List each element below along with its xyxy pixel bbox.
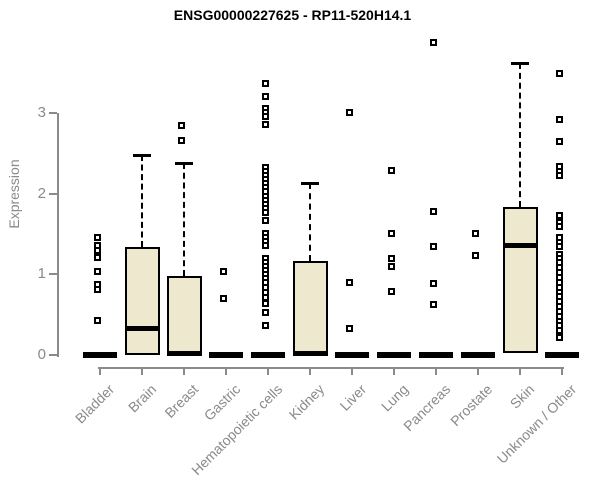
y-tick-label: 2: [37, 184, 46, 202]
collapsed-box-bar: [461, 352, 495, 358]
outlier-point: [387, 230, 395, 238]
x-tick-mark: [309, 367, 311, 375]
box-rect: [124, 246, 160, 355]
collapsed-box-bar: [545, 352, 579, 358]
collapsed-box-bar: [419, 352, 453, 358]
whisker-cap: [511, 61, 529, 65]
x-tick-mark: [267, 367, 269, 375]
outlier-point: [261, 216, 269, 224]
outlier-point: [555, 223, 563, 231]
y-tick-mark: [49, 111, 57, 114]
box-rect: [502, 207, 538, 354]
whisker-line: [183, 162, 185, 276]
outlier-point: [261, 308, 269, 316]
collapsed-box-bar: [83, 352, 117, 358]
outlier-point: [219, 267, 227, 275]
whisker-line: [309, 183, 311, 262]
y-tick-label: 1: [37, 265, 46, 283]
outlier-point: [387, 255, 395, 263]
outlier-point: [345, 324, 353, 332]
outlier-point: [555, 138, 563, 146]
outlier-point: [555, 171, 563, 179]
collapsed-box-bar: [209, 352, 243, 358]
outlier-point: [555, 115, 563, 123]
outlier-point: [429, 207, 437, 215]
outlier-point: [555, 69, 563, 77]
outlier-point: [261, 93, 269, 101]
outlier-point: [429, 300, 437, 308]
outlier-point: [429, 39, 437, 47]
collapsed-box-bar: [335, 352, 369, 358]
median-bar: [292, 350, 328, 356]
x-tick-mark: [435, 367, 437, 375]
outlier-point: [387, 287, 395, 295]
y-tick-mark: [49, 273, 57, 276]
outlier-point: [261, 299, 269, 307]
outlier-point: [261, 241, 269, 249]
y-axis-line: [57, 112, 59, 357]
outlier-point: [429, 242, 437, 250]
outlier-point: [429, 279, 437, 287]
outlier-point: [93, 316, 101, 324]
x-tick-mark: [183, 367, 185, 375]
whisker-line: [519, 62, 521, 208]
chart-title: ENSG00000227625 - RP11-520H14.1: [173, 7, 412, 23]
box-rect: [166, 275, 202, 355]
x-tick-mark: [519, 367, 521, 375]
outlier-point: [93, 246, 101, 254]
x-tick-mark: [561, 367, 563, 375]
outlier-point: [387, 262, 395, 270]
outlier-point: [219, 295, 227, 302]
outlier-point: [261, 208, 269, 216]
y-tick-mark: [49, 354, 57, 356]
outlier-point: [555, 211, 563, 219]
outlier-point: [261, 113, 269, 121]
outlier-point: [93, 268, 101, 276]
y-tick-label: 0: [37, 346, 46, 363]
median-bar: [502, 242, 538, 248]
outlier-point: [93, 286, 101, 294]
outlier-point: [261, 79, 269, 87]
x-tick-mark: [477, 367, 479, 375]
collapsed-box-bar: [377, 352, 411, 358]
collapsed-box-bar: [251, 352, 285, 358]
whisker-cap: [175, 161, 193, 165]
outlier-point: [555, 333, 563, 341]
y-tick-label: 3: [37, 103, 46, 121]
outlier-point: [555, 243, 563, 251]
outlier-point: [387, 166, 395, 174]
box-rect: [292, 261, 328, 355]
whisker-cap: [133, 153, 151, 157]
whisker-cap: [301, 182, 319, 186]
outlier-point: [93, 234, 101, 242]
x-tick-mark: [141, 367, 143, 375]
x-tick-mark: [99, 367, 101, 375]
outlier-point: [471, 252, 479, 260]
outlier-point: [261, 321, 269, 329]
x-tick-mark: [351, 367, 353, 375]
outlier-point: [261, 120, 269, 128]
median-bar: [166, 350, 202, 356]
outlier-point: [471, 230, 479, 238]
x-axis-line: [98, 367, 564, 369]
outlier-point: [345, 108, 353, 116]
outlier-point: [177, 121, 185, 129]
median-bar: [124, 325, 160, 331]
whisker-line: [141, 154, 143, 247]
x-tick-mark: [393, 367, 395, 375]
outlier-point: [345, 278, 353, 286]
outlier-point: [93, 253, 101, 261]
y-tick-mark: [49, 192, 57, 195]
outlier-point: [555, 327, 563, 335]
x-tick-mark: [225, 367, 227, 375]
outlier-point: [177, 136, 185, 144]
